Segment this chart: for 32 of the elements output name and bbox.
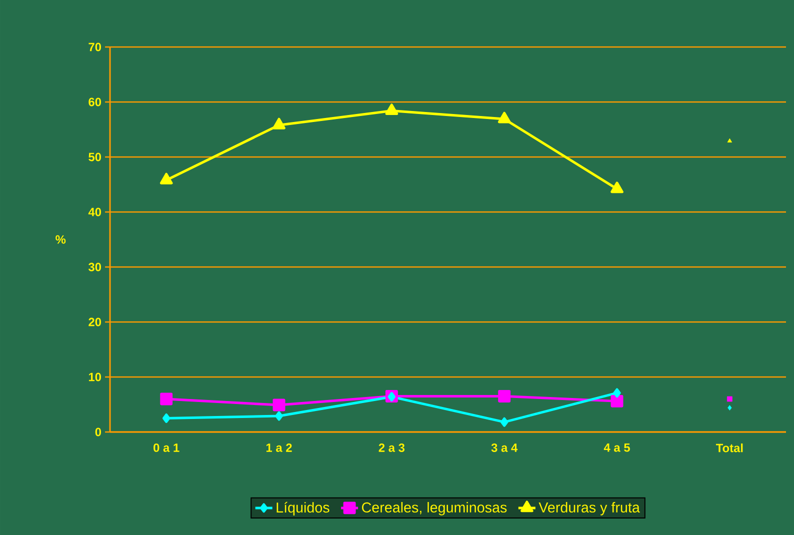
x-tick-label: 2 a 3	[378, 443, 405, 452]
y-tick-label: 10	[88, 372, 102, 382]
y-tick-label: 0	[95, 428, 102, 436]
point	[275, 411, 283, 421]
x-tick-label: 0 a 1	[154, 443, 180, 452]
x-tick-label: 3 a 4	[491, 443, 518, 452]
x-tick-label: 1 a 2	[266, 443, 292, 452]
x-tick-label: 4 a 5	[604, 443, 630, 452]
y-tick-label: 60	[88, 98, 102, 106]
point	[500, 417, 508, 427]
point	[610, 182, 624, 194]
legend-label: Cereales, leguminosas	[362, 502, 507, 516]
point	[385, 104, 398, 116]
y-tick-label: 50	[88, 152, 102, 162]
point	[272, 398, 286, 412]
y-tick-label: 40	[88, 208, 102, 216]
y-tick-label: 70	[88, 42, 102, 52]
point	[160, 172, 173, 184]
y-tick-label: 20	[88, 318, 102, 326]
point	[162, 414, 170, 423]
x-tick-label: Total	[716, 443, 743, 452]
point	[160, 392, 173, 406]
y-tick-label: 30	[88, 262, 102, 272]
point	[613, 388, 621, 398]
legend-label: Líquidos	[276, 502, 330, 516]
point	[388, 392, 396, 402]
point	[272, 118, 286, 130]
point	[498, 390, 511, 402]
y-axis-title: %	[56, 235, 66, 244]
legend-label: Verduras y fruta	[538, 502, 640, 516]
point	[498, 112, 511, 124]
point	[610, 394, 624, 408]
